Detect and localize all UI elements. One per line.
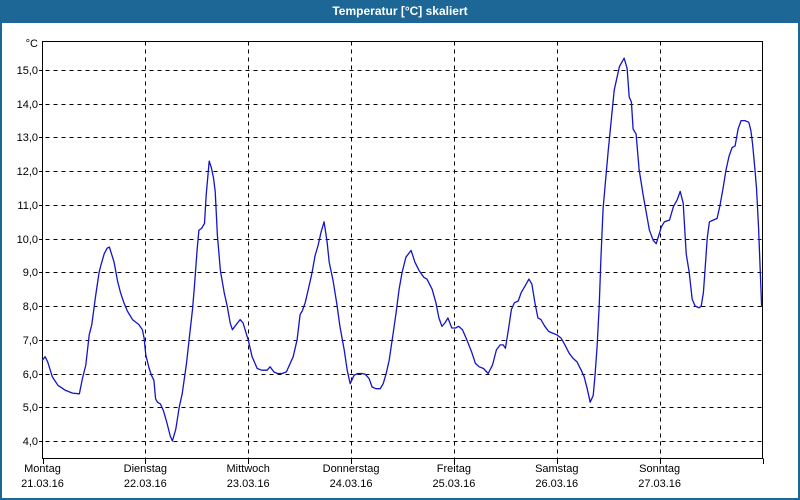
x-axis-date-label: 24.03.16	[329, 478, 373, 490]
y-axis-label: 12,0	[16, 165, 38, 178]
x-axis-day-label: Donnerstag	[322, 463, 380, 475]
x-axis-date-label: 26.03.16	[535, 478, 579, 490]
plot-border	[42, 41, 763, 459]
y-axis-label: 4,0	[22, 435, 38, 448]
window-titlebar: Temperatur [°C] skaliert	[2, 0, 798, 23]
y-axis-unit-label: °C	[25, 38, 38, 50]
x-axis-day-label: Sonntag	[639, 463, 681, 475]
y-axis-label: 14,0	[16, 98, 38, 111]
y-axis-label: 13,0	[16, 131, 38, 144]
x-axis-date-label: 25.03.16	[432, 478, 476, 490]
y-axis-label: 6,0	[22, 368, 38, 381]
x-axis-date-label: 21.03.16	[21, 478, 64, 490]
x-axis-date-label: 23.03.16	[226, 478, 270, 490]
y-axis-label: 15,0	[16, 64, 38, 77]
y-axis-label: 9,0	[22, 266, 38, 279]
y-axis-label: 7,0	[22, 334, 38, 347]
x-axis-day-label: Samstag	[535, 463, 579, 475]
temperature-series-line	[41, 57, 763, 442]
x-axis-day-label: Montag	[24, 463, 61, 475]
y-axis-label: 11,0	[17, 199, 38, 212]
y-axis-label: 5,0	[22, 401, 38, 414]
window-title: Temperatur [°C] skaliert	[332, 4, 468, 18]
x-axis-date-label: 27.03.16	[638, 478, 682, 490]
y-axis-label: 10,0	[16, 233, 38, 246]
x-axis-day-label: Dienstag	[123, 463, 168, 475]
x-axis-date-label: 22.03.16	[123, 478, 167, 490]
x-axis-day-label: Mittwoch	[226, 463, 270, 475]
x-axis-day-label: Freitag	[436, 463, 472, 475]
y-axis-label: 8,0	[22, 300, 38, 313]
